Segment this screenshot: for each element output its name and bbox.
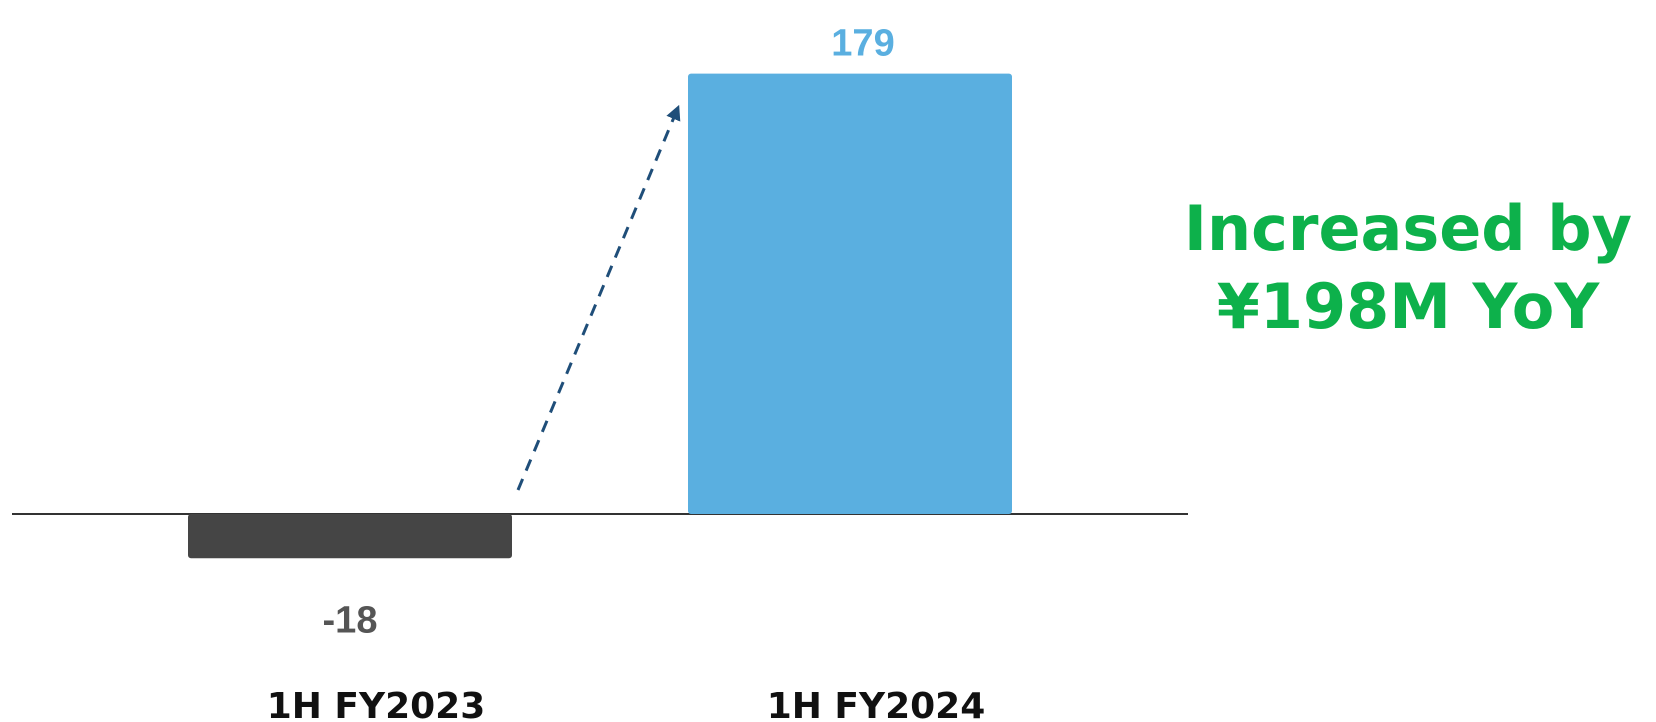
category-label-1: 1H FY2023	[267, 686, 486, 722]
category-label-2: 1H FY2024	[767, 686, 986, 722]
callout-line-1: Increased by	[1183, 192, 1633, 265]
value-label-1: -18	[323, 599, 378, 641]
bar-1	[188, 514, 512, 559]
callout-line-2: ¥198M YoY	[1216, 270, 1600, 343]
increase-arrow	[516, 104, 681, 491]
value-label-2: 179	[831, 23, 894, 65]
bar-2	[688, 73, 1012, 514]
yoy-callout: Increased by ¥198M YoY	[1160, 190, 1656, 346]
